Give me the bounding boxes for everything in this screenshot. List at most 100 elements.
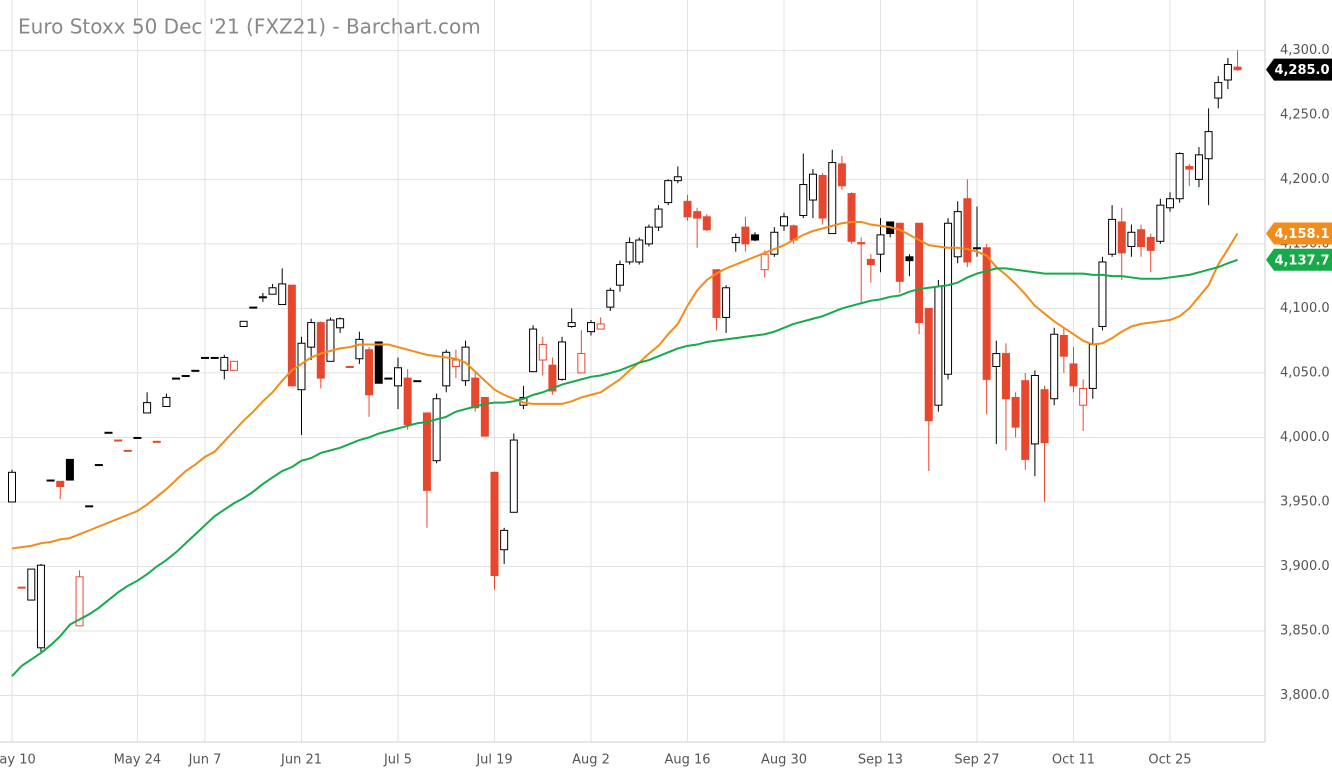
chart-title: Euro Stoxx 50 Dec '21 (FXZ21) - Barchart… (18, 15, 481, 39)
candle-body (973, 247, 981, 250)
y-tick-label: 4,200.0 (1280, 172, 1330, 187)
candle-body (1021, 380, 1030, 460)
candle-body (17, 586, 26, 589)
candle-body (596, 323, 605, 330)
candle-body (133, 436, 142, 439)
candle-body (1117, 221, 1126, 254)
candle-body (258, 296, 267, 299)
candle-body (123, 449, 132, 452)
candle-body (394, 367, 402, 387)
candle-body (278, 283, 287, 306)
candle-body (1040, 389, 1049, 444)
candle-body (201, 356, 209, 359)
candle-body (944, 222, 953, 375)
candle-body (27, 568, 36, 601)
candle-body (268, 287, 277, 295)
moving-average-line (11, 220, 1239, 550)
candle-body (722, 287, 731, 318)
grid (0, 0, 1265, 742)
candle-body (210, 356, 219, 359)
candle-body (384, 377, 393, 380)
x-tick-label: Jul 19 (475, 753, 512, 768)
candle-body (654, 208, 663, 228)
x-tick-label: Sep 27 (954, 753, 999, 768)
candle-body (548, 364, 557, 392)
candle-body (56, 480, 65, 487)
candle-body (326, 319, 335, 362)
candle-body (1108, 218, 1117, 255)
candle-body (664, 180, 673, 204)
price-tag-label: 4,285.0 (1274, 63, 1329, 78)
y-tick-label: 3,850.0 (1280, 624, 1330, 639)
candle-body (799, 184, 808, 217)
candle-body (712, 269, 721, 318)
candle-body (615, 264, 624, 286)
price-tag-label: 4,137.7 (1274, 253, 1329, 268)
candle-body (85, 505, 94, 508)
candle-body (741, 226, 750, 245)
candle-body (857, 242, 866, 245)
candle-body (220, 356, 229, 371)
candle-body (529, 328, 538, 373)
x-tick-label: Jun 21 (280, 753, 322, 768)
candle-body (837, 163, 846, 187)
candle-body (46, 479, 55, 482)
candle-body (953, 211, 962, 258)
x-tick-label: Aug 30 (761, 753, 807, 768)
x-tick-label: Oct 25 (1148, 753, 1191, 768)
candle-body (1098, 261, 1107, 327)
candle-body (934, 285, 943, 406)
candle-body (239, 320, 248, 327)
x-tick-label: Jul 5 (383, 753, 412, 768)
candle-body (345, 365, 354, 368)
candle-body (65, 458, 74, 481)
candle-body (249, 306, 258, 309)
candle-body (413, 380, 422, 383)
candle-body (75, 576, 84, 627)
candle-body (567, 322, 576, 327)
price-tag-label: 4,158.1 (1274, 227, 1329, 242)
candle-body (403, 377, 412, 426)
candle-body (915, 222, 924, 324)
x-tick-label: Aug 2 (572, 753, 610, 768)
candle-body (1233, 66, 1242, 71)
candle-body (1030, 375, 1039, 445)
candle-body (307, 322, 316, 348)
candle-body (587, 322, 595, 333)
candle-body (490, 471, 499, 577)
candle-body (644, 226, 653, 245)
candle-body (1223, 64, 1232, 81)
candle-body (702, 216, 711, 231)
candle-body (847, 193, 856, 242)
candle-body (751, 234, 760, 241)
candle-body (1059, 335, 1068, 357)
x-tick-label: Jun 7 (188, 753, 222, 768)
candle-body (731, 236, 740, 244)
candle-body (500, 529, 509, 551)
candle-body (374, 341, 383, 384)
candle-body (982, 247, 991, 380)
candle-body (181, 375, 190, 378)
candle-body (1204, 131, 1213, 160)
candle-body (818, 174, 827, 219)
candle-body (558, 341, 567, 380)
candle-body (422, 412, 431, 491)
candle-body (1127, 231, 1136, 247)
candle-body (1079, 387, 1088, 406)
candle-body (442, 351, 451, 387)
candle-body (895, 222, 904, 282)
candle-body (780, 216, 788, 227)
candle-body (316, 322, 325, 379)
candle-body (451, 359, 460, 367)
candle-body (1088, 344, 1097, 389)
candle-body (287, 284, 296, 387)
candle-body (905, 256, 914, 262)
candle-body (992, 353, 1001, 367)
candle-body (8, 471, 16, 503)
y-tick-label: 4,050.0 (1280, 365, 1330, 380)
moving-average-line (11, 258, 1238, 677)
candle-body (162, 396, 171, 407)
